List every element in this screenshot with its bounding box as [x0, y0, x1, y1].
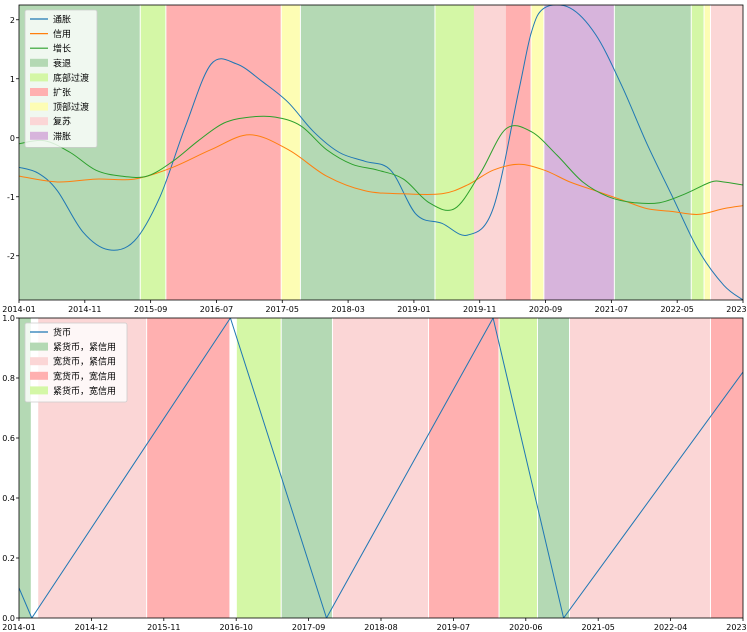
y-tick-label: 0	[10, 134, 15, 143]
x-tick-label: 2017-09	[292, 623, 325, 632]
legend-patch-swatch	[30, 58, 48, 67]
x-tick-label: 2018-03	[331, 305, 364, 314]
x-tick-label: 2016-07	[200, 305, 233, 314]
regime-band-6	[473, 5, 512, 300]
series-line-0	[19, 5, 743, 300]
y-tick-label: 1	[10, 75, 15, 84]
regime-band-7	[499, 318, 537, 618]
series-line-2	[19, 115, 743, 211]
x-tick-label: 2022-05	[660, 305, 693, 314]
regime-band-2	[147, 318, 230, 618]
legend-entry-label: 滞胀	[53, 131, 71, 142]
legend-patch-swatch	[30, 371, 48, 380]
y-tick-label: 0.8	[2, 374, 15, 383]
money-credit-chart: 2014-01 2014-12 2015-11 2016-10 2017-09 2018-…	[2, 314, 747, 632]
y-tick-label: 0.0	[2, 614, 15, 623]
y-tick-label: 2	[10, 16, 15, 25]
legend-entry-label: 紧货币，紧信用	[53, 341, 116, 353]
legend-entry-label: 复苏	[53, 116, 71, 128]
y-tick-label: 0.6	[2, 434, 15, 443]
legend-patch-swatch	[30, 357, 48, 366]
x-tick-label: 2018-08	[364, 623, 397, 632]
legend-entry-label: 顶部过渡	[53, 101, 89, 113]
x-tick-label: 2016-10	[219, 623, 252, 632]
legend-patch-swatch	[30, 73, 48, 82]
legend-entry-label: 紧货币，宽信用	[53, 385, 116, 397]
x-tick-label: 2019-07	[437, 623, 470, 632]
x-tick-label: 2014-01	[2, 305, 35, 314]
regime-band-8	[531, 5, 544, 300]
x-tick-label: 2019-11	[463, 305, 496, 314]
legend-entry-label: 增长	[53, 43, 71, 55]
regime-band-3	[281, 5, 300, 300]
legend-entry-label: 衰退	[53, 57, 71, 69]
x-tick-label: 2017-05	[266, 305, 299, 314]
legend-patch-swatch	[30, 131, 48, 140]
legend-entry-label: 宽货币，紧信用	[53, 356, 116, 368]
y-tick-label: 0.4	[2, 494, 15, 503]
regime-band-5	[332, 318, 429, 618]
legend-patch-swatch	[30, 117, 48, 126]
axes-frame	[18, 4, 744, 301]
y-tick-label: -1	[7, 193, 15, 202]
y-tick-label: 1.0	[2, 314, 15, 323]
legend-patch-swatch	[30, 386, 48, 395]
x-tick-label: 2023-03	[726, 623, 747, 632]
x-tick-label: 2020-09	[529, 305, 562, 314]
legend-entry-label: 底部过渡	[53, 72, 89, 84]
x-tick-label: 2014-11	[68, 305, 101, 314]
x-tick-label: 2020-06	[509, 623, 542, 632]
regime-band-4	[281, 318, 332, 618]
x-tick-label: 2021-05	[581, 623, 614, 632]
regime-band-3	[236, 318, 281, 618]
inflation-credit-growth-chart: 2014-01 2014-11 2015-09 2016-07 2017-05 2018-…	[2, 4, 747, 314]
regime-band-4	[300, 5, 435, 300]
y-tick-label: -2	[7, 252, 15, 261]
regime-band-10	[614, 5, 691, 300]
regime-band-8	[537, 318, 570, 618]
legend-patch-swatch	[30, 88, 48, 96]
x-tick-label: 2022-04	[654, 623, 687, 632]
legend-patch-swatch	[30, 342, 48, 351]
regime-band-0	[19, 318, 31, 618]
legend-patch-swatch	[30, 102, 48, 111]
x-tick-label: 2021-07	[595, 305, 628, 314]
x-tick-label: 2014-12	[75, 623, 108, 632]
regime-band-5	[435, 5, 480, 300]
regime-band-9	[544, 5, 614, 300]
legend-entry-label: 通胀	[53, 15, 71, 26]
x-tick-label: 2023-03	[726, 305, 747, 314]
legend-entry-label: 宽货币，宽信用	[53, 370, 116, 382]
series-line-1	[19, 134, 743, 215]
x-tick-label: 2014-01	[2, 623, 35, 632]
regime-band-12	[704, 5, 710, 300]
regime-band-9	[570, 318, 710, 618]
legend-entry-label: 信用	[53, 28, 71, 40]
x-tick-label: 2015-11	[147, 623, 180, 632]
regime-band-6	[429, 318, 499, 618]
x-tick-label: 2019-01	[397, 305, 430, 314]
y-tick-label: 0.2	[2, 554, 15, 563]
legend-entry-label: 扩张	[53, 87, 71, 99]
regime-band-13	[710, 5, 743, 300]
legend-entry-label: 货币	[53, 327, 71, 339]
regime-band-11	[691, 5, 704, 300]
x-tick-label: 2015-09	[134, 305, 167, 314]
regime-band-2	[166, 5, 281, 300]
regime-band-10	[710, 318, 743, 618]
regime-band-1	[140, 5, 166, 300]
